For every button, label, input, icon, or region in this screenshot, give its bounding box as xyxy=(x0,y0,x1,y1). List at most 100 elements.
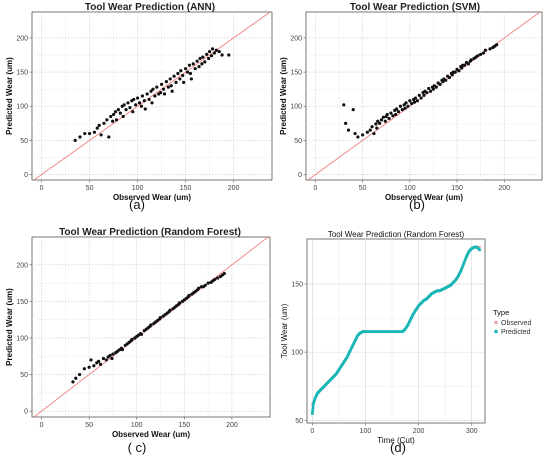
data-point xyxy=(97,359,101,363)
data-point xyxy=(134,103,138,107)
data-point xyxy=(73,138,77,142)
data-point xyxy=(161,87,166,91)
x-tick-label: 50 xyxy=(359,185,367,192)
panel-caption: (d) xyxy=(390,440,406,455)
data-point xyxy=(227,53,231,57)
data-point-predicted xyxy=(350,346,353,350)
data-point xyxy=(408,99,412,103)
x-tick-label: 100 xyxy=(360,428,372,435)
data-point xyxy=(207,56,211,61)
data-point xyxy=(197,65,201,69)
y-tick-label: 50 xyxy=(20,138,28,145)
data-point-predicted xyxy=(313,398,317,402)
data-point xyxy=(193,67,197,71)
y-tick-label: 200 xyxy=(16,35,28,42)
data-point-predicted xyxy=(389,330,393,334)
data-point xyxy=(205,52,209,56)
x-tick-label: 0 xyxy=(40,422,44,429)
data-point xyxy=(395,107,399,111)
data-point xyxy=(457,69,461,73)
data-point xyxy=(410,101,414,106)
data-point xyxy=(155,85,159,89)
data-point xyxy=(447,75,452,80)
data-point xyxy=(488,47,492,51)
data-point xyxy=(120,348,125,352)
data-point-predicted xyxy=(311,404,315,408)
chart-d: 0 100 200 300 50 100 150 Tool Wear Prediction (… xyxy=(280,230,531,455)
data-point xyxy=(78,372,82,377)
data-point xyxy=(378,121,382,125)
data-point xyxy=(189,77,193,81)
x-axis-label: Time (Cut) xyxy=(377,436,415,445)
data-point xyxy=(483,48,487,52)
legend-label-predicted: Predicted xyxy=(501,329,531,336)
data-point-predicted xyxy=(405,324,409,328)
data-point xyxy=(370,125,374,129)
data-point xyxy=(361,133,365,137)
data-point xyxy=(220,53,224,57)
x-tick-label: 300 xyxy=(466,428,478,435)
x-tick-label: 150 xyxy=(451,185,463,192)
data-point xyxy=(178,77,182,81)
data-point xyxy=(124,108,128,112)
data-point-predicted xyxy=(373,330,377,334)
data-point xyxy=(126,101,130,105)
x-axis-label: Observed Wear (um) xyxy=(113,193,191,202)
x-tick-label: 200 xyxy=(498,185,510,192)
data-point xyxy=(101,356,105,361)
panel-caption: (a) xyxy=(129,197,145,212)
x-tick-label: 150 xyxy=(180,185,192,192)
data-point xyxy=(143,107,147,111)
data-point xyxy=(403,106,407,110)
data-point xyxy=(412,100,417,104)
data-point xyxy=(438,82,442,86)
data-point xyxy=(162,92,167,96)
x-tick-label: 0 xyxy=(40,185,44,192)
data-point xyxy=(450,73,454,77)
data-point xyxy=(191,62,195,66)
data-point xyxy=(172,74,176,78)
legend: Type Observed Predicted xyxy=(493,308,531,336)
data-point xyxy=(188,71,192,76)
data-point xyxy=(415,99,419,103)
data-point xyxy=(427,86,431,91)
data-point xyxy=(159,90,163,95)
data-point xyxy=(394,112,398,117)
legend-swatch-observed xyxy=(494,320,498,325)
x-tick-label: 0 xyxy=(313,185,317,192)
x-tick-label: 50 xyxy=(86,185,94,192)
data-point xyxy=(153,94,157,98)
data-point-predicted xyxy=(477,247,481,251)
data-point xyxy=(114,118,119,122)
data-point xyxy=(344,121,348,125)
data-point xyxy=(97,123,101,127)
y-axis-label: Predicted Wear (um) xyxy=(5,288,14,366)
data-point xyxy=(213,277,217,282)
data-point xyxy=(495,43,499,47)
data-point xyxy=(372,131,376,136)
chart-title: Tool Wear Prediction (Random Forest) xyxy=(328,230,465,239)
y-tick-label: 150 xyxy=(291,281,303,288)
plot-area xyxy=(307,12,541,180)
data-point xyxy=(145,92,149,96)
data-point xyxy=(164,80,168,84)
y-tick-label: 100 xyxy=(16,335,28,342)
data-point-predicted xyxy=(367,330,371,334)
data-point xyxy=(404,101,408,105)
data-point xyxy=(99,133,103,137)
data-point xyxy=(174,80,178,84)
data-point xyxy=(431,87,436,91)
data-point xyxy=(365,130,369,134)
data-point-predicted xyxy=(411,313,415,317)
y-tick-label: 50 xyxy=(20,372,28,379)
data-point xyxy=(122,103,126,107)
y-axis-label: Predicted Wear (um) xyxy=(279,57,288,135)
x-axis-label: Observed Wear (um) xyxy=(385,193,463,202)
data-point xyxy=(71,380,75,384)
x-tick-label: 50 xyxy=(85,422,93,429)
legend-label-observed: Observed xyxy=(501,320,531,327)
data-point xyxy=(389,111,393,115)
data-point xyxy=(434,85,438,89)
data-point-predicted xyxy=(456,275,460,279)
data-point xyxy=(346,128,351,132)
